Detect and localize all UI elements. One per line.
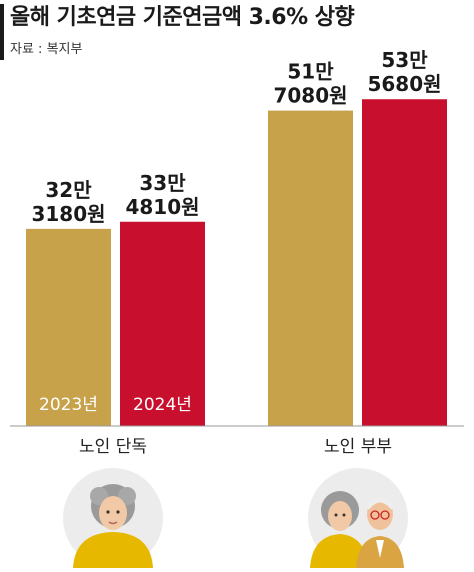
legend-label-inside-bar: 2024년 <box>133 395 192 415</box>
bar-2024년-노인단독 <box>120 221 205 426</box>
data-label: 53만 <box>381 48 428 72</box>
bar-2023년-노인단독 <box>26 228 111 426</box>
data-label: 33만 <box>139 171 186 195</box>
title-accent-bar <box>0 4 4 60</box>
category-label-single: 노인 단독 <box>79 437 147 457</box>
chart-title: 올해 기초연금 기준연금액 3.6% 상향 <box>10 5 355 30</box>
data-label: 7080원 <box>273 84 347 108</box>
legend-label-inside-bar: 2023년 <box>39 395 98 415</box>
data-label: 51만 <box>287 60 334 84</box>
source-note: 자료 : 복지부 <box>10 42 83 57</box>
bar-2023년-노인부부 <box>268 110 353 426</box>
category-label-couple: 노인 부부 <box>324 437 392 457</box>
data-label: 32만 <box>45 178 92 202</box>
elderly-couple-icon <box>308 468 408 568</box>
bar-2024년-노인부부 <box>362 99 447 426</box>
data-label: 3180원 <box>31 202 105 226</box>
elderly-woman-icon <box>63 468 163 568</box>
data-label: 4810원 <box>125 195 199 219</box>
data-label: 5680원 <box>367 72 441 96</box>
